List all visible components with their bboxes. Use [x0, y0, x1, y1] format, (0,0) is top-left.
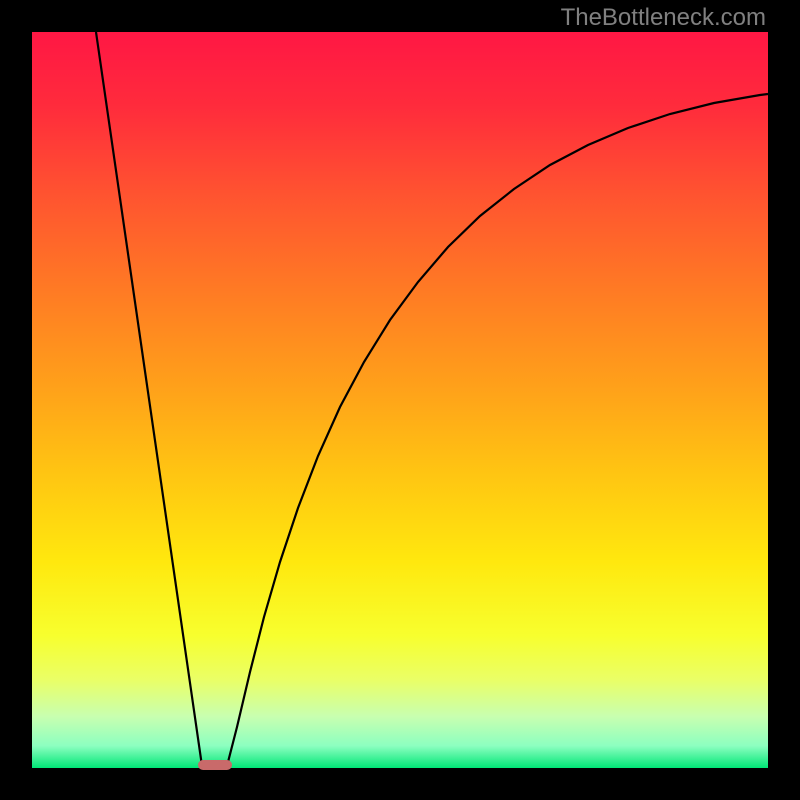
curve-left-segment [96, 32, 202, 766]
watermark-text: TheBottleneck.com [561, 4, 766, 32]
curve-right-segment [227, 94, 768, 766]
plot-area [32, 32, 768, 768]
chart-canvas: TheBottleneck.com [0, 0, 800, 800]
curve-layer [32, 32, 768, 768]
minimum-marker [198, 760, 232, 770]
